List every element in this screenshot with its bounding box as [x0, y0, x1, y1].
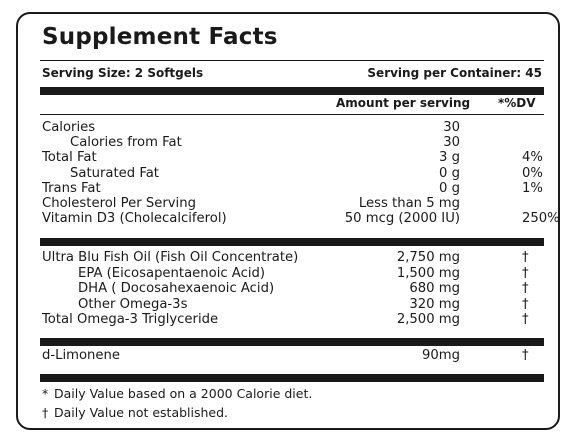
nutrient-label: DHA ( Docosahexaenoic Acid) [78, 281, 275, 296]
nutrient-amount: 3 g [439, 150, 460, 166]
nutrient-row: Saturated Fat 0 g 0% [42, 166, 544, 182]
nutrient-row: Vitamin D3 (Cholecalciferol) 50 mcg (2000… [42, 211, 560, 227]
footnote-text: Daily Value based on a 2000 Calorie diet… [54, 386, 313, 401]
nutrient-label: Calories from Fat [70, 135, 182, 151]
nutrient-row: Ultra Blu Fish Oil (Fish Oil Concentrate… [42, 250, 544, 266]
nutrient-row: DHA ( Docosahexaenoic Acid) 680 mg † [42, 281, 544, 297]
nutrient-row: EPA (Eicosapentaenoic Acid) 1,500 mg † [42, 266, 544, 282]
nutrient-amount: 0 g [439, 165, 460, 181]
nutrient-label: Cholesterol Per Serving [42, 196, 196, 211]
nutrient-label: Other Omega-3s [78, 296, 188, 312]
nutrient-row: Cholesterol Per Serving Less than 5 mg [42, 196, 544, 212]
oils-divider [40, 338, 544, 346]
amount-header: Amount per serving [336, 96, 471, 110]
nutrient-amount: 0 g [439, 180, 460, 196]
nutrient-daily-value: † [522, 265, 529, 281]
nutrient-amount: 320 mg [409, 296, 460, 312]
nutrient-amount: 1,500 mg [396, 265, 460, 281]
servings-per-container: Serving per Container: 45 [367, 66, 542, 80]
footnote: † Daily Value not established. [42, 405, 228, 420]
nutrient-row: Total Omega-3 Triglyceride 2,500 mg † [42, 312, 544, 328]
nutrient-label: Ultra Blu Fish Oil (Fish Oil Concentrate… [42, 250, 299, 265]
nutrient-daily-value: 0% [522, 165, 543, 181]
nutrient-amount: 30 [443, 135, 460, 151]
nutrient-daily-value: † [522, 250, 529, 265]
nutrient-row: d-Limonene 90mg † [42, 348, 544, 364]
panel-title: Supplement Facts [42, 24, 278, 50]
nutrient-label: EPA (Eicosapentaenoic Acid) [78, 265, 266, 281]
nutrient-row: Trans Fat 0 g 1% [42, 181, 544, 197]
dv-header: *%DV [498, 96, 536, 110]
nutrient-daily-value: † [522, 348, 529, 363]
footnote: * Daily Value based on a 2000 Calorie die… [42, 386, 312, 401]
nutrient-amount: 50 mcg (2000 IU) [344, 211, 460, 227]
footnote-symbol: * [42, 386, 49, 401]
nutrient-daily-value: † [522, 296, 529, 312]
nutrient-amount: 30 [443, 120, 460, 135]
nutrient-daily-value: 250% [522, 211, 560, 227]
nutrient-label: Calories [42, 120, 96, 135]
nutrient-label: Total Omega-3 Triglyceride [42, 312, 219, 327]
supplement-facts-panel: Supplement Facts Serving Size: 2 Softgel… [16, 12, 560, 430]
footnote-text: Daily Value not established. [54, 405, 229, 420]
nutrient-label: Saturated Fat [70, 165, 159, 181]
header-divider [40, 114, 544, 115]
nutrient-label: Total Fat [42, 150, 97, 166]
nutrient-label: Vitamin D3 (Cholecalciferol) [42, 211, 227, 227]
nutrient-daily-value: 1% [522, 180, 543, 196]
nutrient-daily-value: 4% [522, 150, 543, 166]
nutrient-amount: Less than 5 mg [358, 196, 460, 211]
nutrient-amount: 2,500 mg [396, 312, 460, 327]
footnote-divider [40, 374, 544, 382]
serving-divider [40, 87, 544, 95]
serving-size: Serving Size: 2 Softgels [42, 66, 204, 80]
nutrient-row: Calories from Fat 30 [42, 135, 544, 151]
nutrient-label: Trans Fat [42, 180, 101, 196]
footnote-symbol: † [42, 405, 49, 420]
nutrient-amount: 680 mg [409, 281, 460, 296]
nutrient-daily-value: † [522, 312, 529, 327]
nutrient-amount: 90mg [422, 348, 460, 363]
nutrient-row: Total Fat 3 g 4% [42, 150, 544, 166]
nutrient-daily-value: † [522, 281, 529, 296]
nutrient-row: Other Omega-3s 320 mg † [42, 297, 544, 313]
nutrients-divider [40, 238, 544, 246]
nutrient-label: d-Limonene [42, 348, 120, 363]
nutrient-amount: 2,750 mg [396, 250, 460, 265]
nutrient-row: Calories 30 [42, 120, 544, 136]
title-divider [40, 60, 544, 61]
